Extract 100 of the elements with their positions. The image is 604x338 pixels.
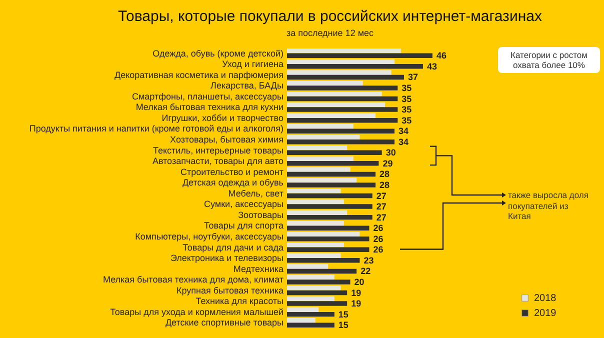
bar: [287, 70, 392, 75]
y-tick-label: Уход и гигиена: [222, 59, 284, 70]
bar: [287, 296, 334, 302]
data-label: 20: [354, 276, 364, 287]
data-label: 26: [373, 244, 384, 255]
bar: [287, 92, 382, 96]
data-label: 35: [402, 115, 412, 126]
y-tick-label: Одежда, обувь (кроме детской): [152, 48, 284, 58]
bar: [287, 188, 341, 194]
bar: [287, 204, 372, 209]
bar: [287, 220, 344, 226]
bar: [287, 214, 372, 220]
bar: [287, 86, 398, 90]
data-label: 30: [386, 148, 396, 158]
y-tick-label: Товары для ухода и кормления малышей: [110, 306, 284, 317]
bar: [287, 199, 344, 204]
bar: [287, 258, 360, 263]
y-tick-label: Игрушки, хобби и творчество: [162, 112, 284, 123]
data-label: 27: [376, 190, 386, 201]
y-tick-label: Медтехника: [233, 264, 284, 274]
data-label: 15: [338, 309, 348, 320]
bar: [287, 286, 341, 290]
bar: [287, 301, 348, 306]
y-tick-label: Электроника и телевизоры: [170, 253, 284, 264]
y-tick-label: Мелкая бытовая техника для дома, климат: [102, 274, 284, 285]
bar: [287, 264, 328, 269]
data-label: 35: [402, 82, 412, 93]
bar: [287, 161, 379, 166]
chart-subtitle: за последние 12 мес: [285, 28, 375, 38]
y-tick-label: Детские спортивные товары: [165, 318, 284, 328]
bar: [287, 134, 360, 140]
y-tick-label: Сумки, аксессуары: [204, 199, 284, 210]
data-label: 27: [376, 202, 386, 212]
bar: [287, 150, 382, 156]
data-label: 22: [360, 266, 371, 276]
y-tick-label: Крупная бытовая техника: [176, 285, 284, 296]
data-label: 19: [351, 288, 362, 298]
y-tick-label: Мебель, свет: [228, 188, 284, 198]
y-tick-label: Компьютеры, ноутбуки, аксессуары: [135, 232, 284, 242]
bar: [287, 107, 398, 112]
bar: [287, 312, 334, 317]
bar: [287, 274, 334, 280]
bar: [287, 226, 370, 230]
data-label: 46: [436, 50, 446, 61]
bar: [287, 318, 316, 323]
data-label: 23: [364, 255, 374, 266]
bar: [287, 307, 319, 312]
legend-label: 2019: [534, 308, 557, 319]
y-tick-label: Техника для красоты: [196, 296, 284, 306]
y-tick-label: Автозапчасти, товары для авто: [152, 156, 284, 166]
y-tick-label: Смартфоны, планшеты, аксессуары: [132, 91, 284, 102]
y-tick-label: Лекарства, БАДы: [210, 80, 284, 91]
bar: [287, 167, 350, 172]
bar: [287, 280, 350, 284]
y-tick-label: Товары для дачи и сада: [182, 242, 284, 252]
bar: [287, 193, 372, 198]
text: также выросла доля покупателей из Китая: [508, 190, 590, 222]
y-tick-label: Декоративная косметика и парфюмерия: [114, 70, 284, 80]
data-label: 28: [380, 169, 390, 180]
bar: [287, 80, 363, 86]
data-label: 26: [373, 223, 384, 234]
bar: [287, 53, 432, 58]
bar: [287, 172, 376, 177]
bar: [287, 178, 357, 183]
data-label: 43: [426, 61, 437, 72]
bar: [287, 48, 401, 54]
y-tick-label: Текстиль, интерьерные товары: [153, 145, 284, 156]
bar: [287, 118, 398, 123]
bar: [287, 146, 348, 150]
bar: [287, 64, 423, 69]
data-label: 34: [398, 136, 409, 147]
bar: [287, 128, 395, 134]
y-tick-label: Строительство и ремонт: [180, 166, 284, 177]
y-tick-label: Хозтовары, бытовая химия: [170, 134, 284, 144]
y-tick-label: Продукты питания и напитки (кроме готовой еды и алкоголя): [29, 124, 284, 134]
data-label: 34: [398, 126, 409, 136]
bar: [287, 253, 341, 258]
bar: [287, 242, 344, 248]
legend-label: 2018: [534, 293, 557, 304]
data-label: 35: [402, 94, 412, 104]
bar: [287, 322, 334, 328]
bar: [287, 232, 360, 236]
y-tick-label: Товары для спорта: [204, 220, 284, 231]
bar: [287, 124, 354, 129]
bar: [287, 74, 404, 80]
bar: [287, 236, 370, 242]
data-label: 27: [376, 212, 386, 222]
y-tick-label: Зоотовары: [238, 210, 284, 220]
data-label: 35: [402, 104, 412, 115]
bar: [287, 268, 357, 274]
bar: [287, 102, 386, 108]
data-label: 15: [338, 320, 348, 330]
bar: [287, 156, 354, 162]
bar: [287, 113, 376, 118]
y-tick-label: Мелкая бытовая техника для кухни: [136, 102, 284, 112]
chart-title: Товары, которые покупали в российских интернет-магазинах: [117, 8, 543, 25]
bar: [287, 59, 395, 64]
data-label: 37: [408, 72, 418, 82]
data-label: 28: [380, 180, 390, 190]
data-label: 26: [373, 234, 384, 244]
